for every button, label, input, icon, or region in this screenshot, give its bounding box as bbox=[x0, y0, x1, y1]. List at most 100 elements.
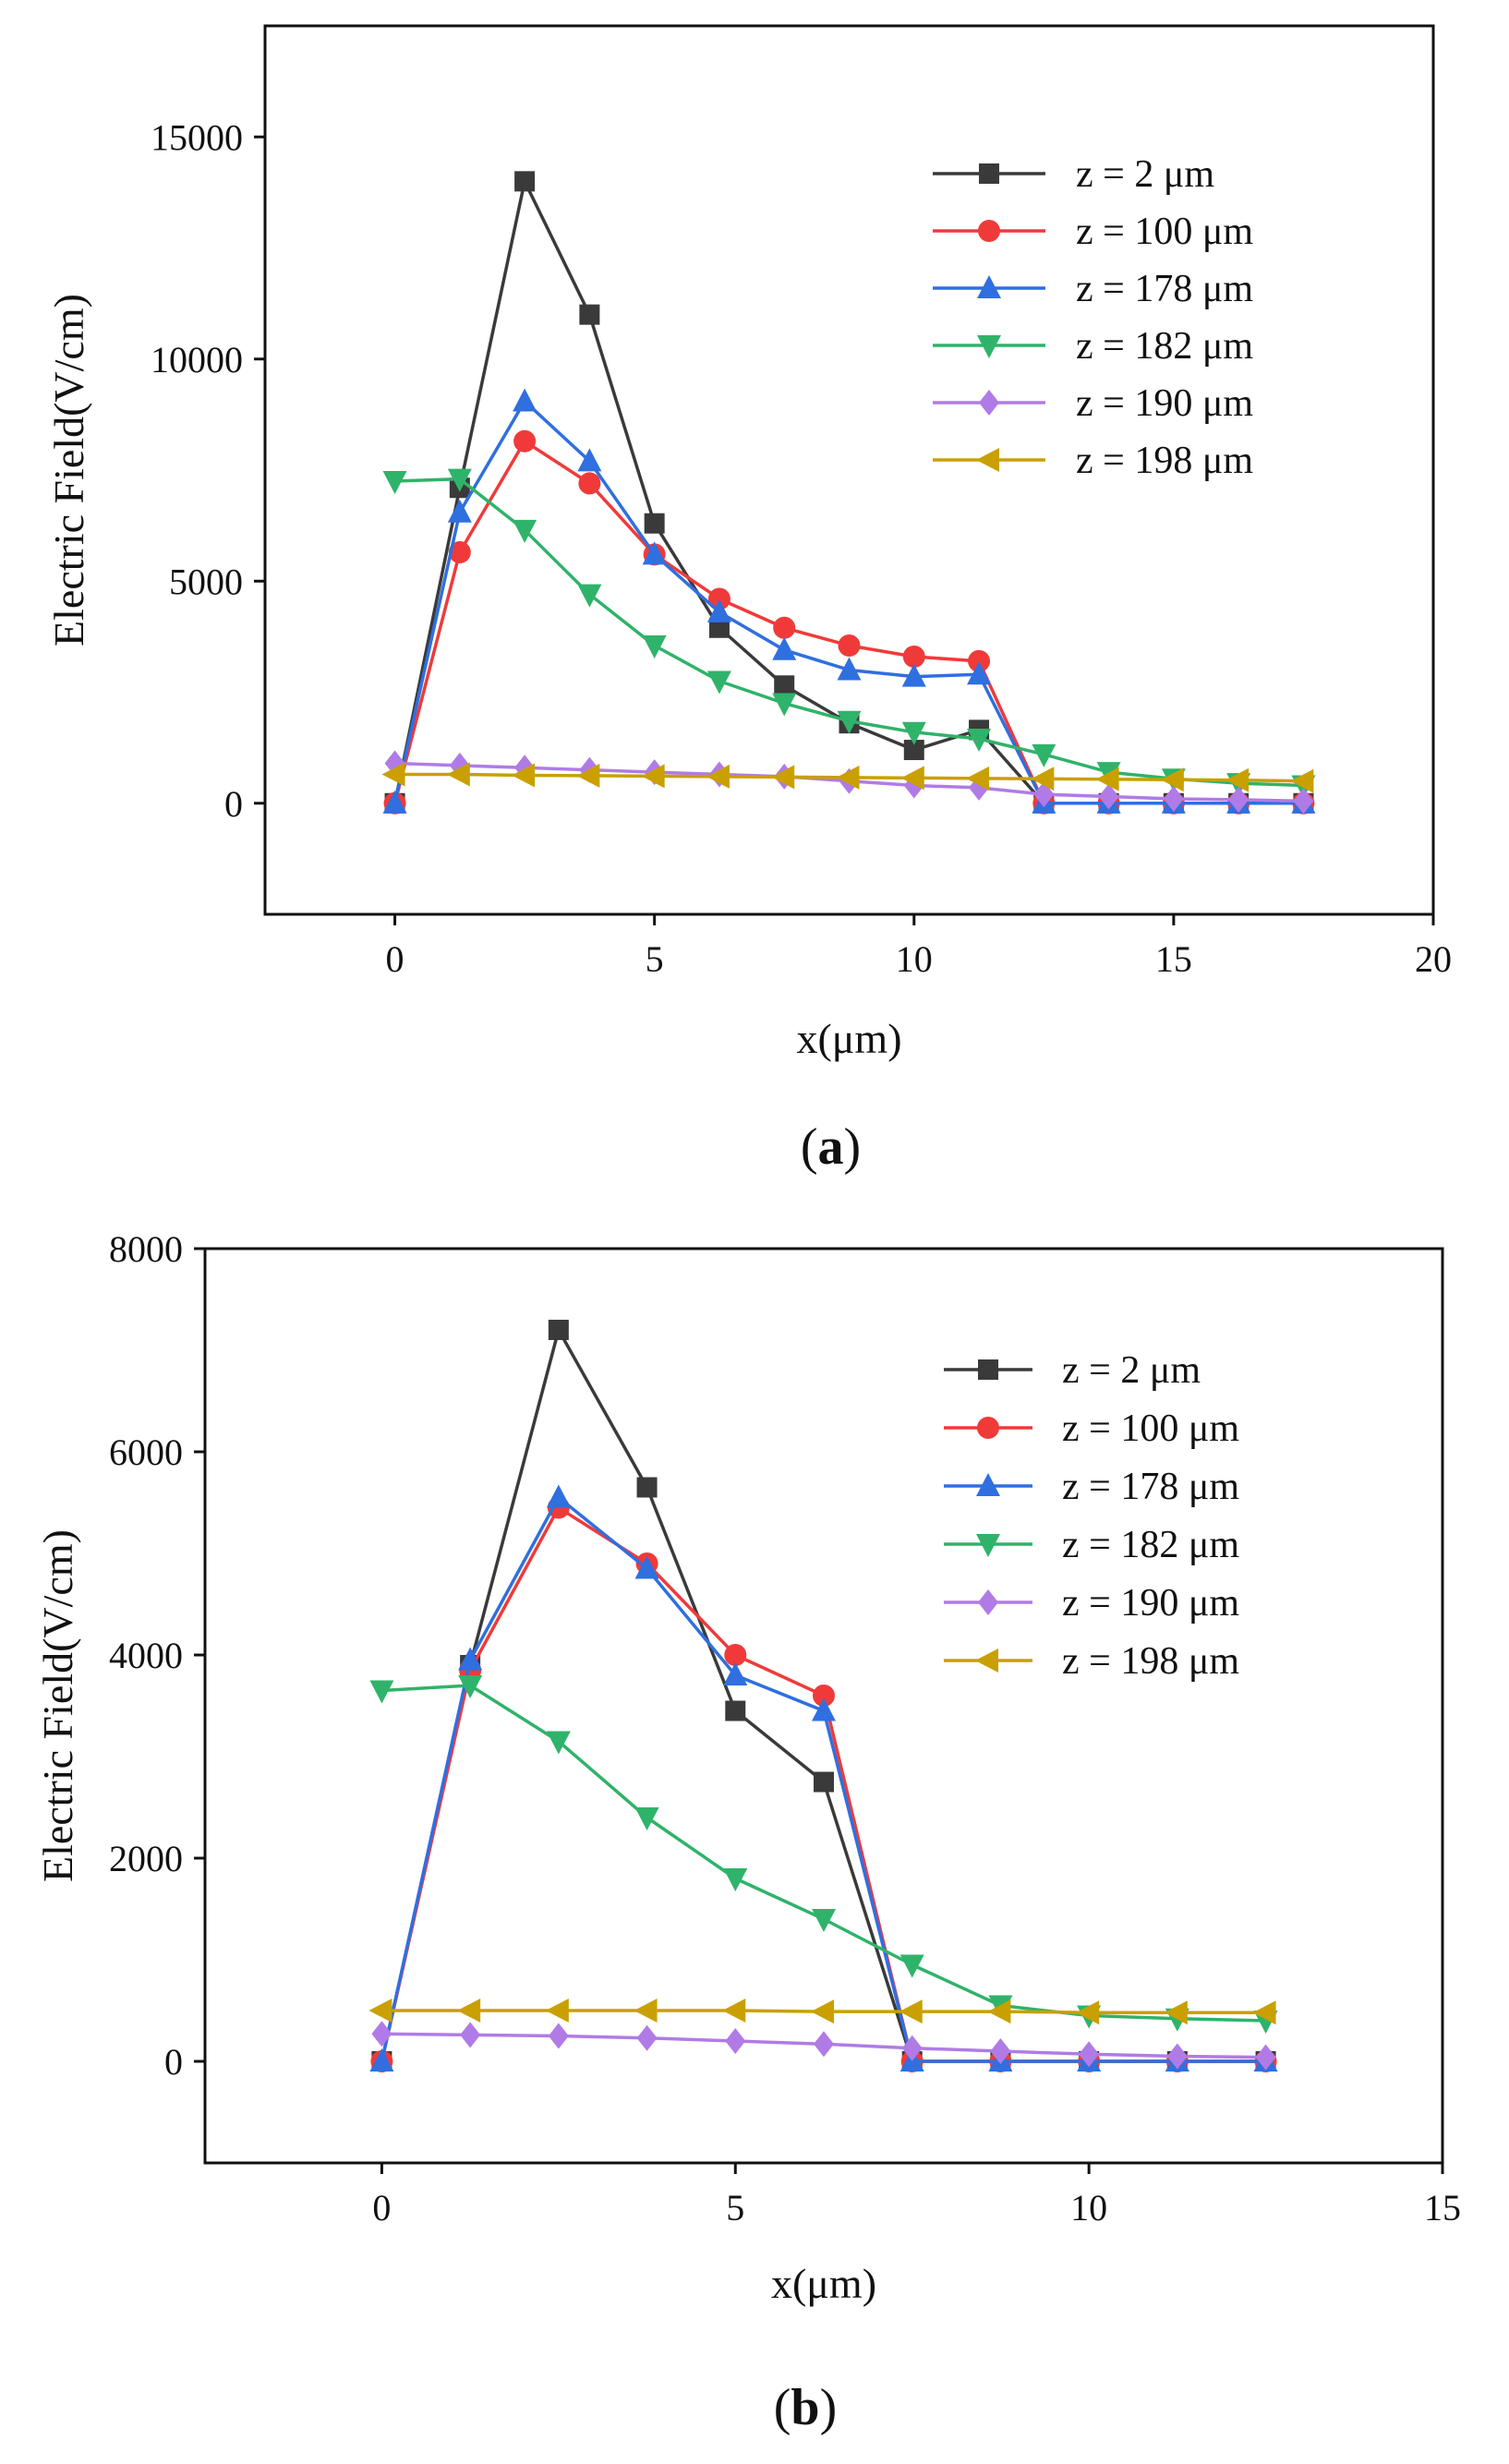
data-point bbox=[814, 1771, 834, 1793]
data-point bbox=[1098, 783, 1119, 810]
data-point bbox=[706, 598, 731, 622]
legend-label: z = 100 μm bbox=[1062, 1407, 1239, 1450]
data-point bbox=[987, 1999, 1011, 2024]
legend: z = 2 μm z = 100 μm z = 178 μm z = 182 μm z … bbox=[933, 153, 1253, 482]
legend-label: z = 2 μm bbox=[1062, 1349, 1201, 1392]
legend-label: z = 182 μm bbox=[1076, 325, 1253, 368]
data-point bbox=[1164, 2000, 1188, 2025]
data-point bbox=[723, 1662, 748, 1685]
data-point bbox=[1166, 2043, 1188, 2070]
data-point bbox=[1293, 788, 1314, 815]
data-point bbox=[708, 617, 730, 638]
legend: z = 2 μm z = 100 μm z = 178 μm z = 182 μm z … bbox=[944, 1349, 1239, 1683]
data-point bbox=[642, 541, 667, 565]
data-point bbox=[634, 1555, 659, 1579]
data-point bbox=[1290, 768, 1314, 793]
legend-marker bbox=[978, 1589, 998, 1615]
legend-label: z = 182 μm bbox=[1062, 1524, 1239, 1566]
y-tick-label: 6000 bbox=[109, 1431, 183, 1473]
series-z-182-m bbox=[382, 468, 1316, 799]
data-point bbox=[382, 790, 407, 814]
data-point bbox=[1252, 2000, 1276, 2025]
data-point bbox=[641, 764, 665, 789]
data-point bbox=[706, 670, 731, 695]
x-tick-label: 20 bbox=[1415, 938, 1452, 980]
data-point bbox=[772, 636, 797, 660]
data-point bbox=[369, 2048, 394, 2071]
legend-marker bbox=[976, 1534, 1000, 1557]
data-point bbox=[812, 1697, 836, 1721]
data-point bbox=[724, 1644, 747, 1666]
data-point bbox=[371, 2021, 392, 2047]
data-point bbox=[813, 1685, 835, 1707]
legend-label: z = 178 μm bbox=[1076, 268, 1253, 310]
legend-label: z = 2 μm bbox=[1076, 153, 1214, 196]
data-point bbox=[369, 1680, 394, 1704]
data-point bbox=[458, 1647, 483, 1671]
data-point bbox=[576, 763, 600, 788]
data-point bbox=[772, 693, 797, 717]
data-point bbox=[899, 1999, 923, 2024]
series-z-198-m bbox=[368, 1999, 1276, 2025]
data-point bbox=[901, 2035, 923, 2061]
data-point bbox=[773, 616, 796, 639]
data-point bbox=[1163, 785, 1184, 812]
data-point bbox=[1225, 767, 1249, 792]
data-point bbox=[903, 740, 924, 761]
series-z-190-m bbox=[371, 2021, 1276, 2071]
legend-label: z = 198 μm bbox=[1062, 1640, 1239, 1683]
data-point bbox=[513, 519, 537, 543]
data-point bbox=[1032, 743, 1056, 767]
x-tick-label: 5 bbox=[726, 2187, 744, 2228]
legend-marker bbox=[978, 220, 1000, 242]
data-point bbox=[460, 2022, 481, 2048]
x-tick-label: 15 bbox=[1424, 2187, 1461, 2228]
data-point bbox=[513, 429, 537, 453]
data-point bbox=[381, 762, 405, 787]
data-point bbox=[900, 766, 924, 791]
data-point bbox=[723, 1868, 748, 1891]
data-point bbox=[1076, 2000, 1100, 2025]
data-point bbox=[836, 765, 860, 790]
data-point bbox=[901, 663, 926, 687]
y-tick-label: 0 bbox=[224, 783, 243, 825]
y-axis-label: Electric Field(V/cm) bbox=[45, 294, 92, 646]
data-point bbox=[725, 2028, 746, 2054]
x-axis-label: x(μm) bbox=[771, 2260, 876, 2307]
legend-label: z = 198 μm bbox=[1076, 440, 1253, 482]
data-point bbox=[1255, 2044, 1276, 2071]
data-point bbox=[546, 1484, 571, 1508]
data-point bbox=[577, 448, 602, 472]
data-point bbox=[545, 1999, 569, 2023]
data-point bbox=[838, 634, 861, 657]
data-point bbox=[634, 1999, 658, 2023]
legend-label: z = 190 μm bbox=[1076, 382, 1253, 425]
data-point bbox=[448, 540, 471, 563]
legend-label: z = 178 μm bbox=[1062, 1466, 1239, 1508]
data-point bbox=[548, 1320, 569, 1340]
data-point bbox=[644, 513, 665, 534]
data-point bbox=[577, 584, 602, 608]
data-point bbox=[642, 634, 667, 658]
data-point bbox=[1095, 767, 1119, 791]
panel-label: (b) bbox=[774, 2379, 837, 2436]
y-tick-label: 15000 bbox=[151, 116, 243, 158]
plot-frame bbox=[263, 24, 1435, 916]
data-point bbox=[811, 1999, 834, 2024]
legend-label: z = 100 μm bbox=[1076, 211, 1253, 253]
data-point bbox=[636, 1477, 658, 1498]
data-point bbox=[901, 721, 926, 745]
data-point bbox=[707, 587, 730, 610]
data-point bbox=[966, 766, 990, 791]
data-point bbox=[706, 764, 730, 789]
x-tick-label: 10 bbox=[1070, 2187, 1107, 2228]
data-point bbox=[968, 649, 991, 672]
y-tick-label: 5000 bbox=[169, 561, 243, 602]
panel-b: 0 5 10 15 0 2000 4000 6000 8000 x(μm) Electric Fie… bbox=[34, 1228, 1461, 2436]
legend-marker bbox=[976, 448, 999, 472]
y-tick-label: 8000 bbox=[109, 1228, 183, 1270]
data-point bbox=[902, 646, 925, 669]
legend-marker bbox=[977, 335, 1001, 358]
legend-label: z = 190 μm bbox=[1062, 1582, 1239, 1625]
